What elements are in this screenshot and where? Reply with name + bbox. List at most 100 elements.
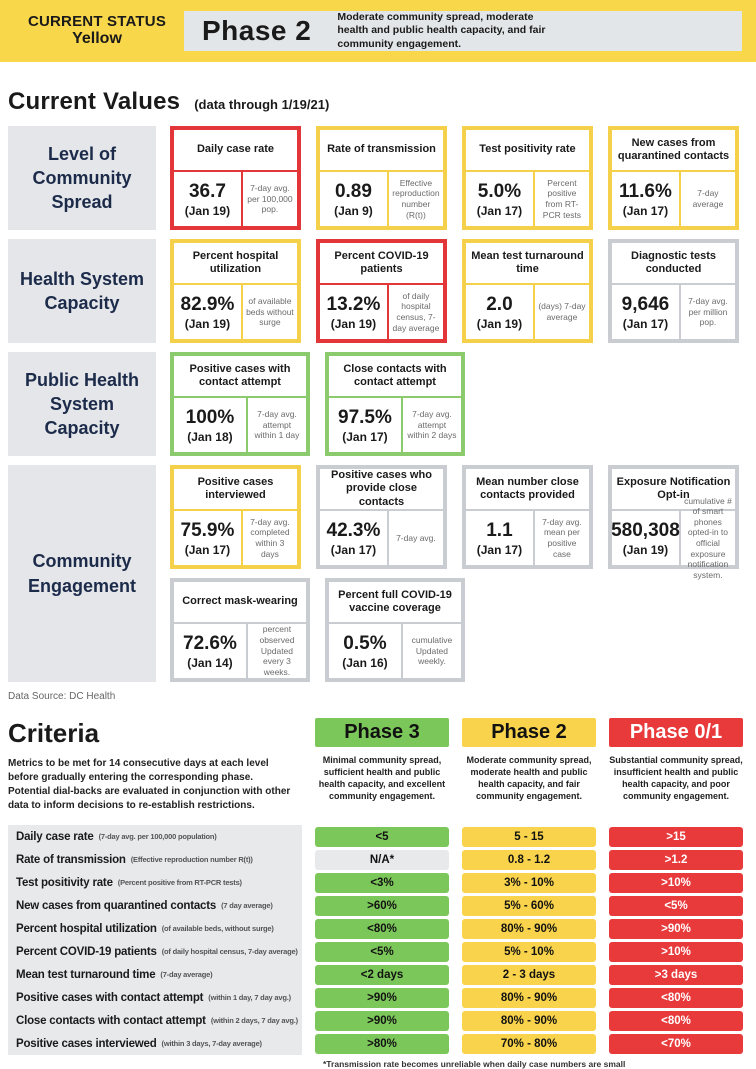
metric-card-mean-test-turnaround-time: Mean test turnaround time 2.0 (Jan 19) (… — [462, 239, 593, 343]
metric-desc: 7-day avg. attempt within 1 day — [254, 409, 300, 441]
metric-date: (Jan 19) — [184, 203, 231, 218]
metric-title: Exposure Notification Opt-in — [612, 469, 735, 511]
metric-desc: percent observed Updated every 3 weeks. — [259, 624, 295, 677]
criteria-sublabel: (7-day avg. per 100,000 population) — [98, 832, 217, 841]
metric-card-diagnostic-tests-conducted: Diagnostic tests conducted 9,646 (Jan 17… — [608, 239, 739, 343]
current-values-title: Current Values — [8, 88, 181, 115]
criteria-table: Daily case rate (7-day avg. per 100,000 … — [8, 825, 748, 1055]
metric-value: 13.2% — [326, 293, 381, 315]
criteria-value-phase3: >90% — [315, 987, 449, 1008]
criteria-value-phase3: >80% — [315, 1033, 449, 1054]
criteria-value-phase01: <5% — [609, 895, 743, 916]
metric-title: New cases from quarantined contacts — [612, 130, 735, 172]
metric-card-daily-case-rate: Daily case rate 36.7 (Jan 19) 7-day avg.… — [170, 126, 301, 230]
metric-desc: cumulative Updated weekly. — [411, 635, 453, 667]
criteria-value-phase2: 80% - 90% — [462, 1010, 596, 1031]
criteria-row-new-cases-quarantined: New cases from quarantined contacts (7 d… — [8, 894, 748, 917]
metric-desc: 7-day avg. completed within 3 days — [250, 516, 290, 559]
criteria-value-phase2: 5 - 15 — [462, 826, 596, 847]
criteria-value-phase3: <3% — [315, 872, 449, 893]
metric-value: 36.7 — [188, 180, 226, 202]
metric-desc: (days) 7-day average — [538, 301, 586, 322]
criteria-value-phase01: >90% — [609, 918, 743, 939]
metric-date: (Jan 17) — [184, 542, 231, 557]
metric-card-positive-cases-interviewed: Positive cases interviewed 75.9% (Jan 17… — [170, 465, 301, 569]
metric-value: 100% — [185, 406, 235, 428]
data-through-note: (data through 1/19/21) — [194, 97, 330, 112]
metric-desc: 7-day avg. — [396, 532, 436, 543]
metric-title: Diagnostic tests conducted — [612, 243, 735, 285]
metric-title: Percent full COVID-19 vaccine coverage — [329, 582, 461, 624]
current-status-value: Yellow — [72, 30, 122, 48]
status-banner: CURRENT STATUS Yellow Phase 2 Moderate c… — [0, 0, 756, 62]
criteria-row-positive-contact-attempt: Positive cases with contact attempt (wit… — [8, 986, 748, 1009]
metric-card-rate-of-transmission: Rate of transmission 0.89 (Jan 9) Effect… — [316, 126, 447, 230]
current-status-label: CURRENT STATUS — [27, 13, 167, 31]
criteria-row-close-contacts-attempt: Close contacts with contact attempt (wit… — [8, 1009, 748, 1032]
criteria-value-phase2: 0.8 - 1.2 — [462, 849, 596, 870]
criteria-sublabel: (of available beds, without surge) — [161, 924, 274, 933]
criteria-sublabel: (7-day average) — [160, 970, 213, 979]
criteria-sublabel: (within 3 days, 7-day average) — [161, 1039, 262, 1048]
metric-desc: 7-day avg. per 100,000 pop. — [247, 183, 293, 215]
criteria-row-test-turnaround: Mean test turnaround time (7-day average… — [8, 963, 748, 986]
criteria-value-phase01: <70% — [609, 1033, 743, 1054]
criteria-label: Test positivity rate — [16, 876, 113, 889]
criteria-label: Mean test turnaround time — [16, 968, 156, 981]
metric-card-close-contacts-contact-attempt: Close contacts with contact attempt 97.5… — [325, 352, 465, 456]
criteria-label: Percent COVID-19 patients — [16, 945, 157, 958]
metric-title: Positive cases who provide close contact… — [320, 469, 443, 511]
phase-column-phase3: Phase 3 Minimal community spread, suffic… — [315, 718, 449, 813]
metric-desc: Effective reproduction number (R(t)) — [392, 177, 440, 220]
phase-column-name: Phase 2 — [462, 718, 596, 747]
phase-column-description: Minimal community spread, sufficient hea… — [318, 755, 446, 802]
criteria-value-phase2: 3% - 10% — [462, 872, 596, 893]
metric-desc: 7-day avg. attempt within 2 days — [407, 409, 457, 441]
criteria-value-phase01: >10% — [609, 872, 743, 893]
criteria-sublabel: (7 day average) — [221, 901, 273, 910]
criteria-value-phase2: 80% - 90% — [462, 918, 596, 939]
criteria-value-phase2: 5% - 10% — [462, 941, 596, 962]
criteria-value-phase2: 5% - 60% — [462, 895, 596, 916]
metric-desc: of daily hospital census, 7-day average — [392, 290, 440, 333]
phase-label: Phase 2 — [202, 15, 312, 46]
current-status: CURRENT STATUS Yellow — [22, 13, 172, 49]
criteria-row-covid19-patients: Percent COVID-19 patients (of daily hosp… — [8, 940, 748, 963]
metric-date: (Jan 19) — [476, 316, 523, 331]
data-source-note: Data Source: DC Health — [8, 691, 116, 702]
metric-card-test-positivity-rate: Test positivity rate 5.0% (Jan 17) Perce… — [462, 126, 593, 230]
metric-desc: of available beds without surge — [246, 296, 294, 328]
current-values-header: Current Values (data through 1/19/21) — [8, 88, 748, 116]
metric-value: 42.3% — [326, 519, 381, 541]
criteria-label: New cases from quarantined contacts — [16, 899, 217, 912]
criteria-value-phase2: 2 - 3 days — [462, 964, 596, 985]
metric-card-percent-hospital-utilization: Percent hospital utilization 82.9% (Jan … — [170, 239, 301, 343]
metric-card-correct-mask-wearing: Correct mask-wearing 72.6% (Jan 14) perc… — [170, 578, 310, 682]
metric-date: (Jan 19) — [330, 316, 377, 331]
criteria-value-phase2: 70% - 80% — [462, 1033, 596, 1054]
criteria-value-phase3: <80% — [315, 918, 449, 939]
metric-value: 2.0 — [486, 293, 513, 315]
criteria-sublabel: (Percent positive from RT-PCR tests) — [117, 878, 242, 887]
criteria-label: Percent hospital utilization — [16, 922, 157, 935]
criteria-value-phase3: N/A* — [315, 849, 449, 870]
group-community-engagement: Community Engagement Positive cases inte… — [8, 465, 748, 682]
metric-value: 97.5% — [338, 406, 392, 428]
group-public-health-system-capacity: Public Health System Capacity Positive c… — [8, 352, 748, 456]
metric-desc: Percent positive from RT-PCR tests — [542, 177, 582, 220]
criteria-value-phase01: >15 — [609, 826, 743, 847]
phase-column-description: Substantial community spread, insufficie… — [609, 755, 743, 802]
criteria-value-phase3: <2 days — [315, 964, 449, 985]
criteria-sublabel: (within 2 days, 7 day avg.) — [210, 1016, 298, 1025]
group-label: Level of Community Spread — [8, 126, 156, 230]
metric-date: (Jan 18) — [187, 429, 233, 444]
group-label: Public Health System Capacity — [8, 352, 156, 456]
metric-date: (Jan 17) — [622, 203, 669, 218]
metric-date: (Jan 14) — [187, 655, 233, 670]
criteria-value-phase01: >10% — [609, 941, 743, 962]
metric-value: 11.6% — [619, 180, 672, 202]
criteria-sublabel: (within 1 day, 7 day avg.) — [208, 993, 291, 1002]
criteria-header: Criteria Metrics to be met for 14 consec… — [8, 718, 748, 813]
criteria-sublabel: (Effective reproduction number R(t)) — [130, 855, 253, 864]
criteria-value-phase3: >90% — [315, 1010, 449, 1031]
